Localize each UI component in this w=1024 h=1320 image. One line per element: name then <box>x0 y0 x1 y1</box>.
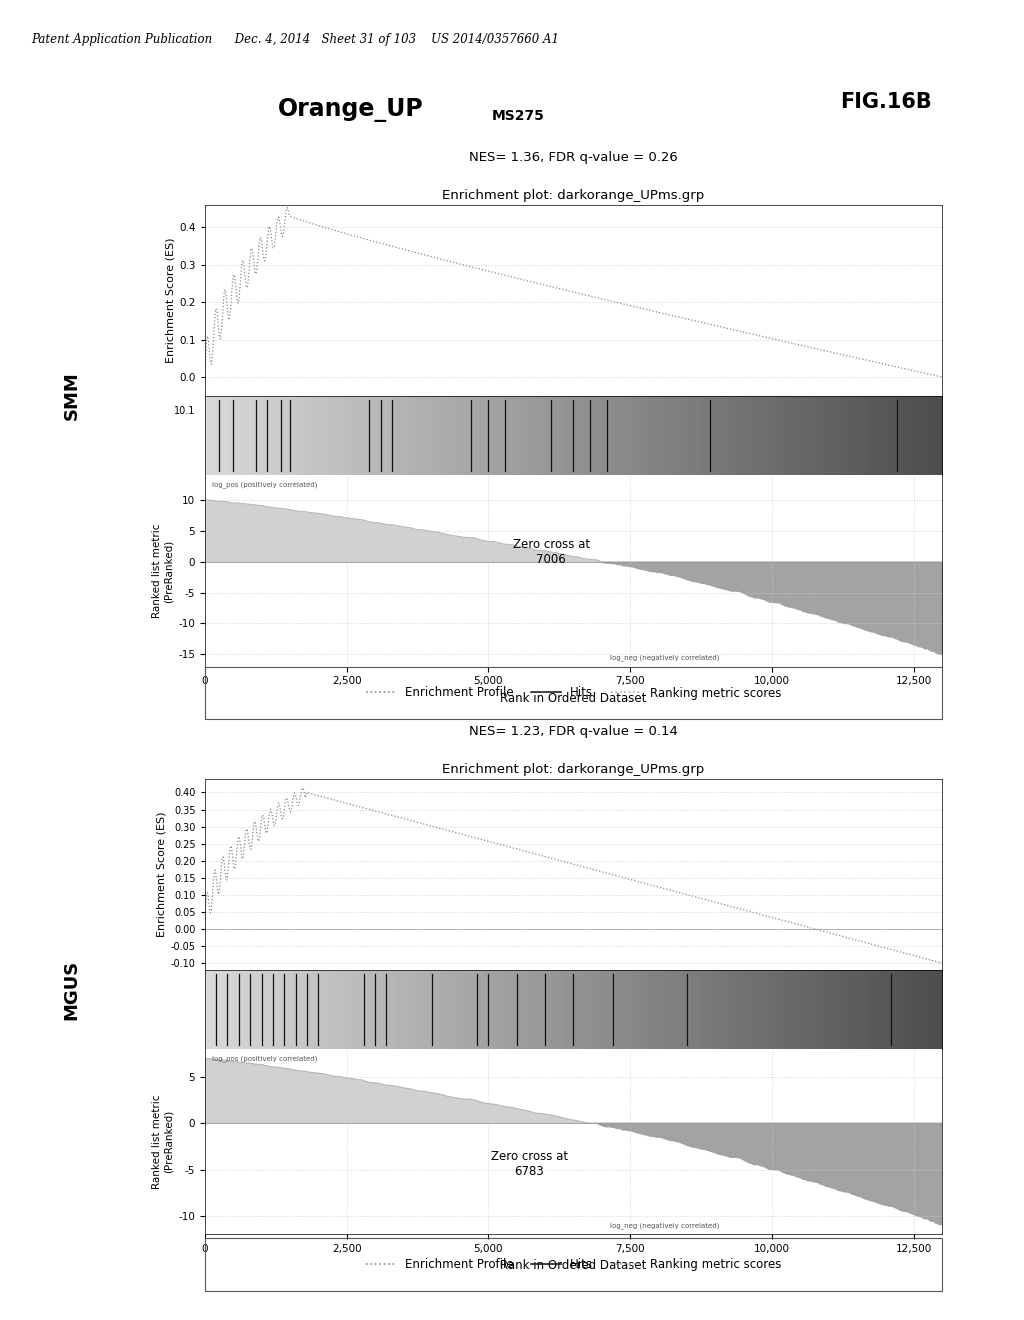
Text: MS275: MS275 <box>492 108 545 123</box>
Text: log_neg (negatively correlated): log_neg (negatively correlated) <box>610 655 720 661</box>
Text: log_pos (positively correlated): log_pos (positively correlated) <box>212 480 317 487</box>
Legend: Enrichment Profile, Hits, Ranking metric scores: Enrichment Profile, Hits, Ranking metric… <box>361 1253 785 1276</box>
Text: NES= 1.36, FDR q-value = 0.26: NES= 1.36, FDR q-value = 0.26 <box>469 150 678 164</box>
X-axis label: Rank in Ordered Dataset: Rank in Ordered Dataset <box>501 692 646 705</box>
Y-axis label: Enrichment Score (ES): Enrichment Score (ES) <box>165 238 175 363</box>
Text: Enrichment plot: darkorange_UPms.grp: Enrichment plot: darkorange_UPms.grp <box>442 189 705 202</box>
Text: SMM: SMM <box>62 372 81 420</box>
Text: NES= 1.23, FDR q-value = 0.14: NES= 1.23, FDR q-value = 0.14 <box>469 725 678 738</box>
Text: 10.1: 10.1 <box>174 405 196 416</box>
Text: Zero cross at
7006: Zero cross at 7006 <box>513 537 590 566</box>
Y-axis label: Ranked list metric
(PreRanked): Ranked list metric (PreRanked) <box>153 524 174 618</box>
Text: log_neg (negatively correlated): log_neg (negatively correlated) <box>610 1222 720 1229</box>
Text: Zero cross at
6783: Zero cross at 6783 <box>490 1150 567 1177</box>
Text: Patent Application Publication      Dec. 4, 2014   Sheet 31 of 103    US 2014/03: Patent Application Publication Dec. 4, 2… <box>31 33 559 46</box>
Y-axis label: Enrichment Score (ES): Enrichment Score (ES) <box>157 812 167 937</box>
Y-axis label: Ranked list metric
(PreRanked): Ranked list metric (PreRanked) <box>153 1094 174 1189</box>
Legend: Enrichment Profile, Hits, Ranking metric scores: Enrichment Profile, Hits, Ranking metric… <box>361 681 785 705</box>
Text: Orange_UP: Orange_UP <box>278 98 424 121</box>
Text: MGUS: MGUS <box>62 960 81 1020</box>
X-axis label: Rank in Ordered Dataset: Rank in Ordered Dataset <box>501 1259 646 1272</box>
Text: Enrichment plot: darkorange_UPms.grp: Enrichment plot: darkorange_UPms.grp <box>442 763 705 776</box>
Text: FIG.16B: FIG.16B <box>840 92 932 112</box>
Text: log_pos (positively correlated): log_pos (positively correlated) <box>212 1055 317 1061</box>
